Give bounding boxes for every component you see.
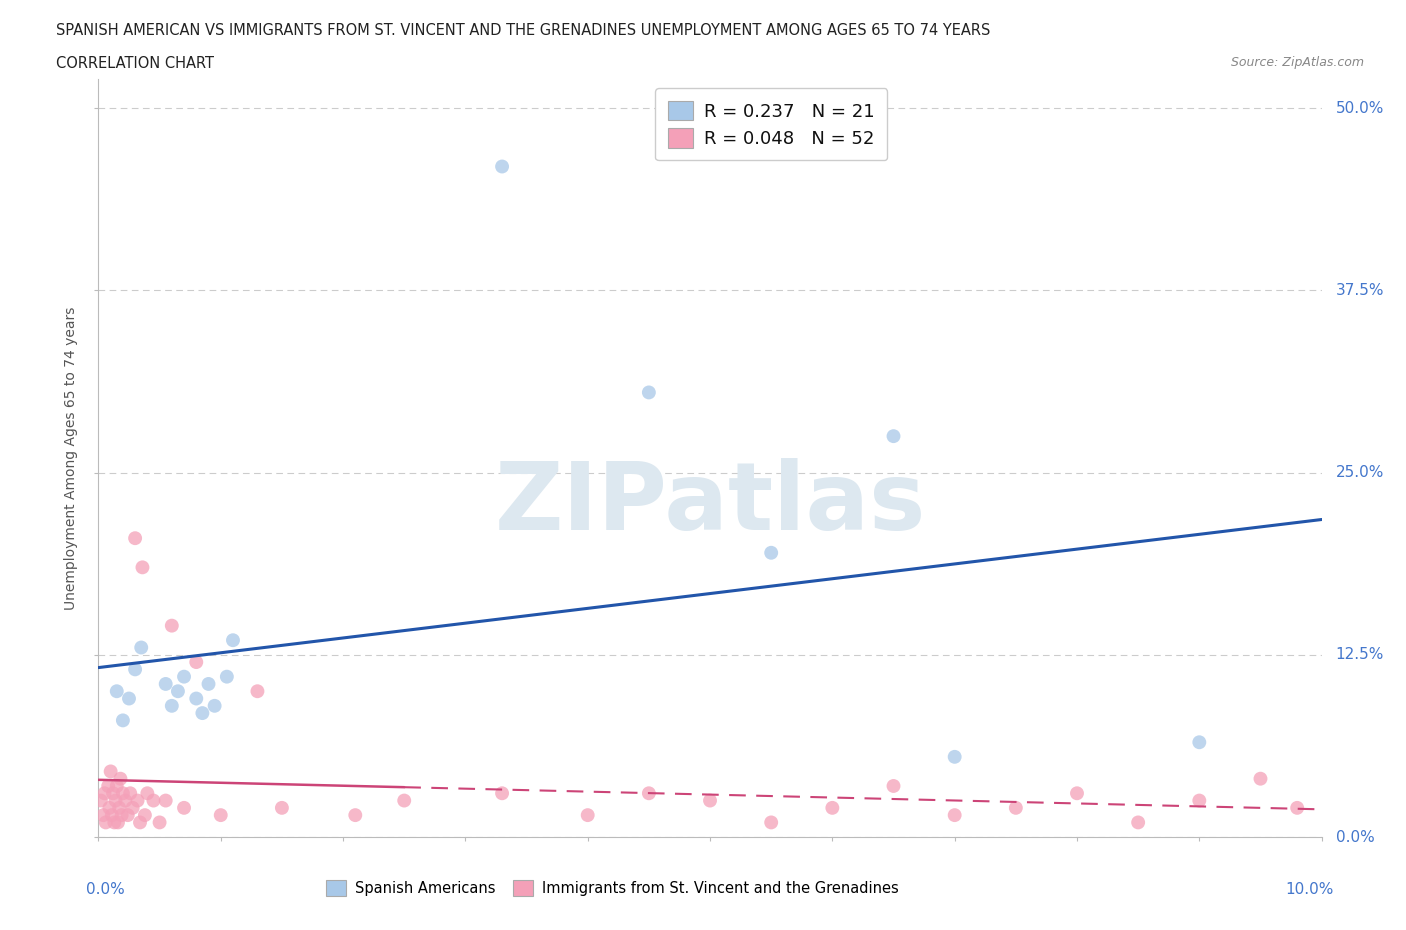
Point bbox=[98, 801, 121, 816]
Text: Source: ZipAtlas.com: Source: ZipAtlas.com bbox=[1230, 56, 1364, 69]
Point bbox=[204, 698, 226, 713]
Point bbox=[173, 801, 195, 816]
Point bbox=[105, 778, 128, 793]
Point bbox=[107, 815, 129, 830]
Text: 0.0%: 0.0% bbox=[1336, 830, 1374, 844]
Text: 12.5%: 12.5% bbox=[1336, 647, 1384, 662]
Point bbox=[108, 801, 131, 816]
Point bbox=[392, 793, 416, 808]
Point bbox=[155, 676, 177, 691]
Point bbox=[114, 793, 136, 808]
Point bbox=[118, 691, 141, 706]
Text: ZIPatlas: ZIPatlas bbox=[495, 458, 925, 550]
Point bbox=[821, 801, 844, 816]
Point bbox=[637, 786, 661, 801]
Point bbox=[142, 793, 165, 808]
Point bbox=[1188, 735, 1211, 750]
Point bbox=[129, 815, 152, 830]
Point bbox=[91, 807, 114, 822]
Point bbox=[97, 778, 120, 793]
Point bbox=[111, 807, 134, 822]
Point bbox=[883, 429, 905, 444]
Point bbox=[134, 807, 156, 822]
Point bbox=[149, 815, 172, 830]
Point bbox=[111, 713, 134, 728]
Point bbox=[1188, 793, 1211, 808]
Point bbox=[761, 545, 783, 560]
Point bbox=[761, 815, 783, 830]
Point bbox=[1286, 801, 1309, 816]
Text: 25.0%: 25.0% bbox=[1336, 465, 1384, 480]
Point bbox=[1066, 786, 1088, 801]
Point bbox=[129, 640, 152, 655]
Point bbox=[344, 807, 367, 822]
Point bbox=[103, 815, 125, 830]
Point bbox=[215, 670, 238, 684]
Point bbox=[222, 632, 245, 647]
Point bbox=[1128, 815, 1150, 830]
Point bbox=[160, 618, 183, 633]
Point bbox=[121, 801, 143, 816]
Point bbox=[93, 786, 115, 801]
Text: SPANISH AMERICAN VS IMMIGRANTS FROM ST. VINCENT AND THE GRENADINES UNEMPLOYMENT : SPANISH AMERICAN VS IMMIGRANTS FROM ST. … bbox=[56, 23, 991, 38]
Point bbox=[131, 560, 153, 575]
Point bbox=[124, 531, 146, 546]
Point bbox=[209, 807, 232, 822]
Point bbox=[186, 655, 208, 670]
Text: 37.5%: 37.5% bbox=[1336, 283, 1384, 298]
Point bbox=[100, 764, 122, 778]
Point bbox=[270, 801, 294, 816]
Point bbox=[101, 807, 124, 822]
Point bbox=[173, 670, 195, 684]
Point bbox=[120, 786, 142, 801]
Point bbox=[883, 778, 905, 793]
Point bbox=[117, 807, 139, 822]
Text: 10.0%: 10.0% bbox=[1285, 883, 1334, 897]
Text: 0.0%: 0.0% bbox=[86, 883, 125, 897]
Point bbox=[155, 793, 177, 808]
Point bbox=[94, 815, 117, 830]
Point bbox=[1250, 771, 1272, 786]
Point bbox=[127, 793, 149, 808]
Point bbox=[943, 807, 966, 822]
Point bbox=[124, 662, 146, 677]
Point bbox=[943, 750, 966, 764]
Text: 50.0%: 50.0% bbox=[1336, 100, 1384, 115]
Point bbox=[110, 771, 132, 786]
Text: CORRELATION CHART: CORRELATION CHART bbox=[56, 56, 214, 71]
Point bbox=[637, 385, 661, 400]
Point bbox=[191, 706, 214, 721]
Point bbox=[699, 793, 721, 808]
Point bbox=[491, 159, 513, 174]
Point bbox=[160, 698, 183, 713]
Point bbox=[101, 786, 124, 801]
Point bbox=[491, 786, 513, 801]
Point bbox=[576, 807, 599, 822]
Legend: Spanish Americans, Immigrants from St. Vincent and the Grenadines: Spanish Americans, Immigrants from St. V… bbox=[319, 874, 904, 902]
Point bbox=[167, 684, 190, 698]
Point bbox=[136, 786, 159, 801]
Point bbox=[111, 786, 134, 801]
Point bbox=[90, 793, 112, 808]
Point bbox=[1004, 801, 1026, 816]
Y-axis label: Unemployment Among Ages 65 to 74 years: Unemployment Among Ages 65 to 74 years bbox=[65, 306, 79, 610]
Point bbox=[105, 684, 128, 698]
Point bbox=[246, 684, 269, 698]
Point bbox=[104, 793, 127, 808]
Point bbox=[197, 676, 219, 691]
Point bbox=[186, 691, 208, 706]
